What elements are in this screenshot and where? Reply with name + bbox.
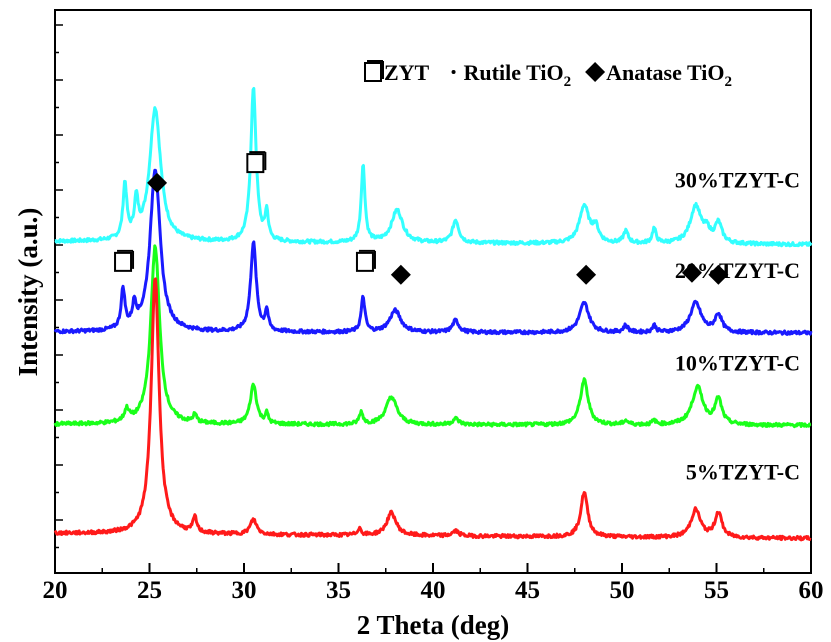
x-axis-ticks: 20 25 30 35 40 45 50 55 60 bbox=[43, 563, 824, 604]
x-axis-label: 2 Theta (deg) bbox=[357, 610, 510, 640]
series-label: 5%TZYT-C bbox=[686, 459, 800, 484]
x-tick-label: 50 bbox=[610, 577, 635, 604]
legend-entry-label: Anatase TiO2 bbox=[606, 60, 732, 90]
x-tick-label: 35 bbox=[326, 577, 351, 604]
anatase-diamond-marker bbox=[708, 264, 729, 285]
series-line bbox=[53, 244, 812, 429]
anatase-diamond-marker bbox=[585, 62, 606, 82]
series-label: 30%TZYT-C bbox=[675, 168, 800, 193]
legend-entry-label: Rutile TiO2 bbox=[464, 60, 572, 90]
series-line bbox=[53, 277, 812, 542]
x-tick-label: 25 bbox=[137, 577, 162, 604]
zyt-square-marker bbox=[355, 249, 376, 272]
series-line bbox=[53, 168, 813, 336]
x-tick-label: 45 bbox=[515, 577, 540, 604]
y-axis-ticks bbox=[55, 24, 63, 549]
anatase-diamond-marker bbox=[147, 172, 168, 193]
series-group bbox=[53, 86, 813, 542]
legend: ZYT Rutile TiO2 Anatase TiO2 bbox=[364, 60, 732, 90]
y-axis-label: Intensity (a.u.) bbox=[13, 208, 43, 377]
zyt-square-marker bbox=[246, 151, 267, 174]
anatase-diamond-marker bbox=[576, 264, 597, 285]
anatase-diamond-marker bbox=[681, 262, 702, 283]
x-tick-label: 20 bbox=[43, 577, 68, 604]
peak-markers bbox=[114, 151, 729, 285]
zyt-square-marker bbox=[114, 249, 135, 272]
series-line bbox=[54, 86, 813, 248]
series-labels: 30%TZYT-C20%TZYT-C10%TZYT-C5%TZYT-C bbox=[675, 168, 800, 485]
x-tick-label: 55 bbox=[704, 577, 729, 604]
x-tick-label: 30 bbox=[232, 577, 257, 604]
x-tick-label: 40 bbox=[421, 577, 446, 604]
plot-frame bbox=[54, 9, 812, 574]
rutile-dot-marker bbox=[451, 70, 456, 74]
x-tick-label: 60 bbox=[799, 577, 824, 604]
zyt-square-marker bbox=[364, 60, 384, 82]
series-label: 10%TZYT-C bbox=[675, 350, 800, 375]
legend-entry-label: ZYT bbox=[384, 60, 430, 85]
anatase-diamond-marker bbox=[390, 264, 411, 285]
